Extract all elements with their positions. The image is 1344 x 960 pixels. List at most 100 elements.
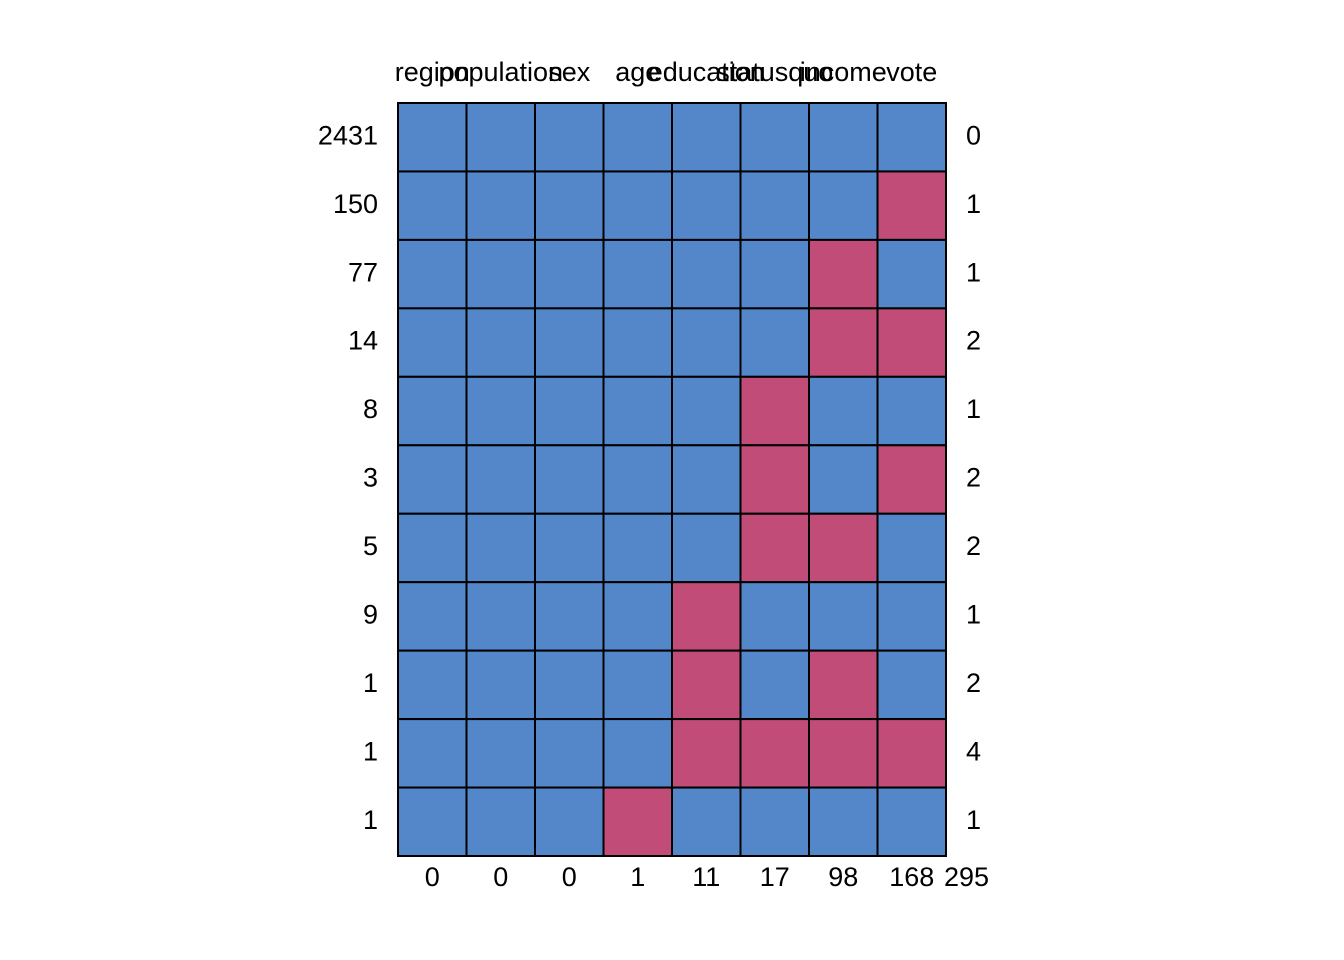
pattern-cell <box>671 512 742 584</box>
pattern-cell <box>465 512 536 584</box>
column-label: sex <box>548 57 591 87</box>
pattern-cell <box>876 512 947 584</box>
pattern-cell <box>397 238 468 310</box>
pattern-cell <box>739 307 810 378</box>
pattern-cell <box>808 375 879 447</box>
pattern-cell <box>534 307 605 378</box>
pattern-cell <box>739 102 810 173</box>
row-count: 1 <box>363 805 378 835</box>
pattern-cell <box>465 307 536 378</box>
pattern-cell <box>465 649 536 721</box>
pattern-cell <box>876 102 947 173</box>
pattern-cell <box>602 786 673 858</box>
pattern-cell <box>808 444 879 515</box>
pattern-cell <box>671 238 742 310</box>
pattern-cell <box>739 718 810 789</box>
pattern-cell <box>534 444 605 515</box>
pattern-cell <box>602 238 673 310</box>
column-label: income <box>800 57 887 87</box>
column-label: age <box>615 57 660 87</box>
pattern-cell <box>534 718 605 789</box>
pattern-cell <box>397 718 468 789</box>
pattern-cell <box>876 238 947 310</box>
pattern-cell <box>602 102 673 173</box>
row-missing: 1 <box>966 394 981 424</box>
row-missing: 2 <box>966 326 981 356</box>
row-missing: 2 <box>966 531 981 561</box>
column-missing: 11 <box>692 862 720 892</box>
pattern-cell <box>534 649 605 721</box>
row-count: 150 <box>333 189 378 219</box>
column-missing: 0 <box>562 862 577 892</box>
pattern-cell <box>876 649 947 721</box>
column-label: vote <box>886 57 937 87</box>
pattern-cell <box>739 170 810 241</box>
pattern-cell <box>602 581 673 652</box>
pattern-cell <box>876 170 947 241</box>
pattern-cell <box>534 512 605 584</box>
pattern-cell <box>465 786 536 858</box>
column-missing: 0 <box>425 862 440 892</box>
pattern-cell <box>602 512 673 584</box>
pattern-cell <box>808 170 879 241</box>
row-missing: 2 <box>966 463 981 493</box>
pattern-cell <box>876 444 947 515</box>
pattern-cell <box>534 102 605 173</box>
column-missing: 98 <box>828 862 858 892</box>
pattern-cell <box>808 512 879 584</box>
column-missing: 17 <box>760 862 790 892</box>
row-count: 14 <box>348 326 378 356</box>
pattern-cell <box>671 307 742 378</box>
pattern-cell <box>397 444 468 515</box>
pattern-cell <box>876 786 947 858</box>
pattern-cell <box>602 444 673 515</box>
column-missing: 0 <box>493 862 508 892</box>
column-label: region <box>395 57 470 87</box>
total-missing: 295 <box>944 862 989 892</box>
row-count: 77 <box>348 257 378 287</box>
pattern-cell <box>739 786 810 858</box>
pattern-cell <box>808 786 879 858</box>
pattern-cell <box>465 375 536 447</box>
row-count: 1 <box>363 668 378 698</box>
pattern-cell <box>671 718 742 789</box>
pattern-cell <box>671 649 742 721</box>
pattern-cell <box>534 170 605 241</box>
row-missing: 4 <box>966 736 981 766</box>
pattern-cell <box>534 375 605 447</box>
pattern-cell <box>465 581 536 652</box>
pattern-cell <box>808 238 879 310</box>
pattern-cell <box>465 102 536 173</box>
pattern-cell <box>602 375 673 447</box>
row-count: 3 <box>363 463 378 493</box>
column-label: statusquo <box>716 57 833 87</box>
column-missing: 168 <box>889 862 934 892</box>
pattern-cell <box>397 307 468 378</box>
pattern-cell <box>739 444 810 515</box>
row-missing: 0 <box>966 120 981 150</box>
pattern-cell <box>739 512 810 584</box>
pattern-cell <box>602 307 673 378</box>
pattern-cell <box>465 444 536 515</box>
pattern-cell <box>397 102 468 173</box>
pattern-cell <box>465 718 536 789</box>
pattern-cell <box>397 786 468 858</box>
pattern-cell <box>602 649 673 721</box>
pattern-cell <box>397 375 468 447</box>
pattern-cell <box>808 307 879 378</box>
pattern-cell <box>397 512 468 584</box>
pattern-cell <box>876 375 947 447</box>
column-label: education <box>648 57 765 87</box>
pattern-cell <box>671 444 742 515</box>
pattern-cell <box>671 375 742 447</box>
pattern-cell <box>671 581 742 652</box>
pattern-cell <box>808 581 879 652</box>
row-missing: 1 <box>966 257 981 287</box>
row-count: 8 <box>363 394 378 424</box>
row-missing: 1 <box>966 805 981 835</box>
pattern-cell <box>671 102 742 173</box>
pattern-cell <box>602 170 673 241</box>
pattern-cell <box>602 718 673 789</box>
column-missing: 1 <box>630 862 645 892</box>
